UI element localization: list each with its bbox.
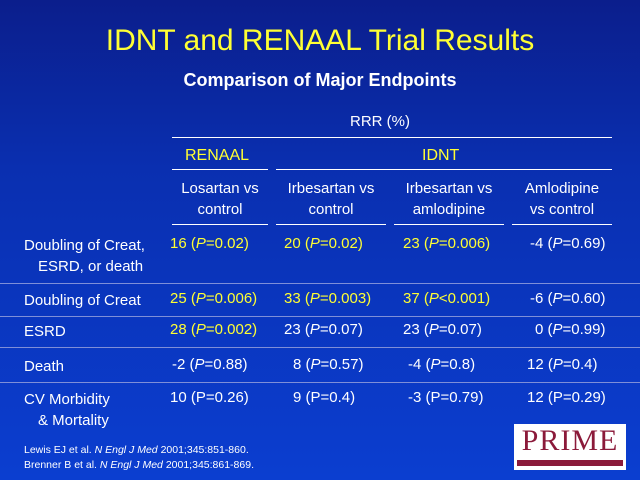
table-cell: -2 (P=0.88) bbox=[172, 356, 247, 373]
column-header-line2: amlodipine bbox=[394, 199, 504, 220]
row-label-line1: Doubling of Creat bbox=[24, 290, 141, 311]
group-header-renaal: RENAAL bbox=[185, 147, 249, 165]
column-header-irbesartan-amlodipine: Irbesartan vs amlodipine bbox=[394, 178, 504, 220]
logo-text: PRIME bbox=[514, 424, 626, 458]
table-cell: 23 (P=0.006) bbox=[403, 235, 490, 252]
table-cell: 20 (P=0.02) bbox=[284, 235, 363, 252]
table-cell: 10 (P=0.26) bbox=[170, 389, 249, 406]
table-cell: 8 (P=0.57) bbox=[293, 356, 363, 373]
column-header-line1: Amlodipine bbox=[512, 178, 612, 199]
table-cell: -6 (P=0.60) bbox=[530, 290, 605, 307]
row-label-line2: ESRD, or death bbox=[24, 256, 145, 277]
column-header-line1: Irbesartan vs bbox=[276, 178, 386, 199]
table-cell: 0 (P=0.99) bbox=[535, 321, 605, 338]
column-header-line1: Losartan vs bbox=[172, 178, 268, 199]
column-underline bbox=[394, 224, 504, 225]
row-divider bbox=[0, 283, 640, 284]
column-header-amlodipine-control: Amlodipine vs control bbox=[512, 178, 612, 220]
reference-1: Lewis EJ et al. N Engl J Med 2001;345:85… bbox=[24, 443, 254, 458]
row-label-line1: Doubling of Creat, bbox=[24, 235, 145, 256]
table-cell: 12 (P=0.4) bbox=[527, 356, 597, 373]
renaal-divider bbox=[172, 169, 268, 170]
row-label-esrd: ESRD bbox=[24, 321, 66, 342]
group-header-idnt: IDNT bbox=[422, 147, 459, 165]
row-label-line1: CV Morbidity bbox=[24, 389, 110, 410]
table-cell: -3 (P=0.79) bbox=[408, 389, 483, 406]
idnt-divider bbox=[276, 169, 612, 170]
rrr-header: RRR (%) bbox=[350, 113, 410, 130]
row-divider bbox=[0, 382, 640, 383]
prime-logo: PRIME bbox=[514, 424, 626, 470]
table-cell: 23 (P=0.07) bbox=[403, 321, 482, 338]
table-cell: -4 (P=0.8) bbox=[408, 356, 475, 373]
rrr-divider bbox=[172, 137, 612, 138]
table-cell: 25 (P=0.006) bbox=[170, 290, 257, 307]
row-divider bbox=[0, 316, 640, 317]
row-label-cv: CV Morbidity & Mortality bbox=[24, 389, 110, 431]
column-header-line1: Irbesartan vs bbox=[394, 178, 504, 199]
table-cell: 23 (P=0.07) bbox=[284, 321, 363, 338]
row-label-line1: ESRD bbox=[24, 321, 66, 342]
table-cell: 9 (P=0.4) bbox=[293, 389, 355, 406]
row-label-composite: Doubling of Creat, ESRD, or death bbox=[24, 235, 145, 277]
column-header-irbesartan-control: Irbesartan vs control bbox=[276, 178, 386, 220]
column-header-line2: control bbox=[172, 199, 268, 220]
slide-title: IDNT and RENAAL Trial Results bbox=[0, 24, 640, 58]
slide-subtitle: Comparison of Major Endpoints bbox=[0, 70, 640, 91]
table-cell: 37 (P<0.001) bbox=[403, 290, 490, 307]
row-label-line2: & Mortality bbox=[24, 410, 110, 431]
column-header-line2: vs control bbox=[512, 199, 612, 220]
table-cell: 12 (P=0.29) bbox=[527, 389, 606, 406]
row-divider bbox=[0, 347, 640, 348]
row-label-doubling-creat: Doubling of Creat bbox=[24, 290, 141, 311]
column-underline bbox=[172, 224, 268, 225]
table-cell: 16 (P=0.02) bbox=[170, 235, 249, 252]
reference-2: Brenner B et al. N Engl J Med 2001;345:8… bbox=[24, 458, 254, 473]
column-header-line2: control bbox=[276, 199, 386, 220]
row-label-death: Death bbox=[24, 356, 64, 377]
table-cell: 28 (P=0.002) bbox=[170, 321, 257, 338]
column-underline bbox=[276, 224, 386, 225]
references: Lewis EJ et al. N Engl J Med 2001;345:85… bbox=[24, 443, 254, 473]
table-cell: -4 (P=0.69) bbox=[530, 235, 605, 252]
logo-subtext-bar bbox=[517, 460, 623, 466]
column-header-losartan: Losartan vs control bbox=[172, 178, 268, 220]
column-underline bbox=[512, 224, 612, 225]
table-cell: 33 (P=0.003) bbox=[284, 290, 371, 307]
row-label-line1: Death bbox=[24, 356, 64, 377]
